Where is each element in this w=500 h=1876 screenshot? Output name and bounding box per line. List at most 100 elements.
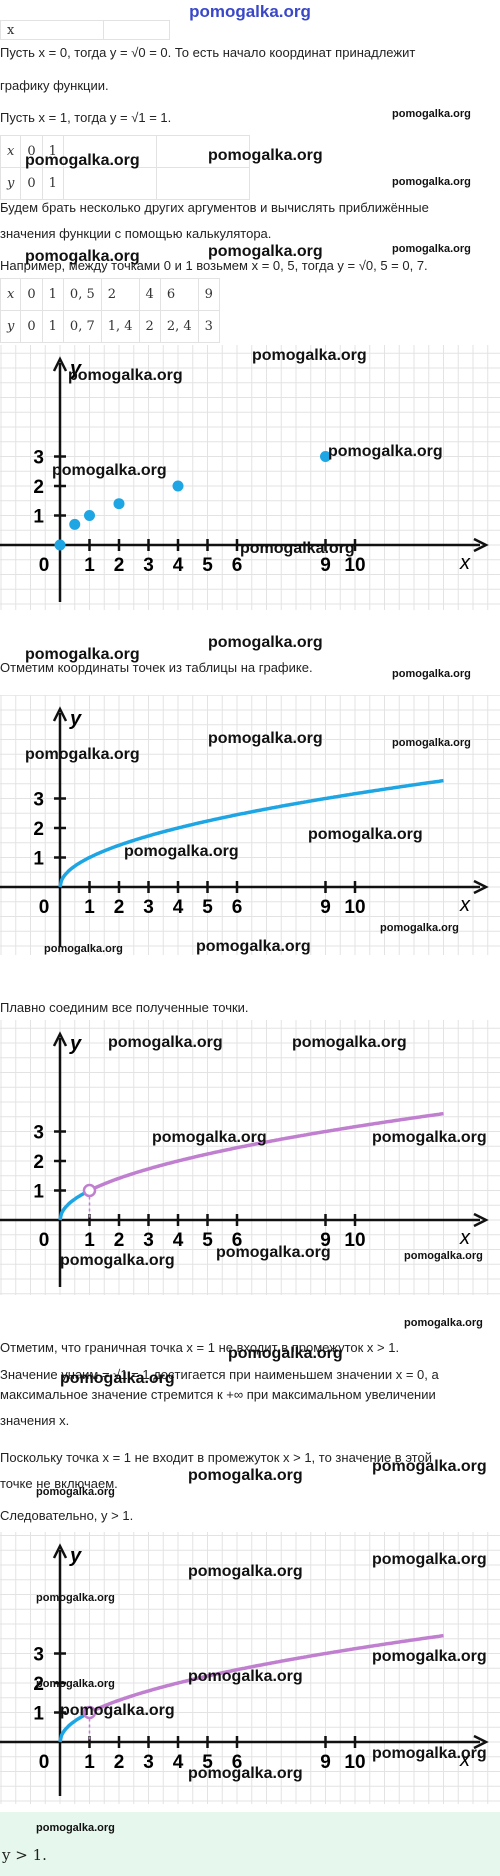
- x-tick-label: 5: [202, 555, 213, 576]
- x-tick-label: 9: [320, 555, 331, 576]
- paragraph-10: Следовательно, y > 1.: [0, 1508, 134, 1523]
- y-tick-label: 3: [33, 448, 44, 469]
- x-tick-label: 4: [173, 897, 184, 918]
- watermark: pomogalka.org: [25, 248, 140, 265]
- x-tick-label: 10: [344, 897, 365, 918]
- y-tick-label: 1: [33, 849, 44, 870]
- watermark: pomogalka.org: [152, 1129, 267, 1146]
- y-axis-arrow: [52, 1543, 68, 1559]
- x-tick-label: 5: [202, 1752, 213, 1773]
- watermark: pomogalka.org: [36, 1822, 115, 1834]
- paragraph-7: Отметим, что граничная точка x = 1 не вх…: [0, 1340, 400, 1355]
- paragraph-1b: графику функции.: [0, 78, 109, 93]
- paragraph-6: Плавно соединим все полученные точки.: [0, 1000, 249, 1015]
- x-tick-label: 0: [39, 1230, 50, 1251]
- watermark: pomogalka.org: [404, 1250, 483, 1262]
- x-tick-label: 2: [114, 897, 125, 918]
- paragraph-1: Пусть x = 0, тогда y = √0 = 0. То есть н…: [0, 45, 416, 60]
- table-row: y 0 1: [0, 167, 250, 200]
- x-tick-label: 4: [173, 1752, 184, 1773]
- watermark: pomogalka.org: [292, 1034, 407, 1051]
- watermark: pomogalka.org: [216, 1244, 331, 1261]
- x-tick-label: 4: [173, 1230, 184, 1251]
- watermark: pomogalka.org: [228, 1345, 343, 1362]
- table-head-cell: x: [0, 135, 22, 168]
- table-row: x 0 1 0, 5 2 4 6 9: [0, 278, 220, 311]
- y-axis-label: y: [69, 708, 82, 730]
- x-axis-label: x: [459, 1227, 471, 1249]
- table-cell: 2: [100, 278, 140, 311]
- x-axis-arrow: [473, 1212, 489, 1228]
- x-tick-label: 0: [39, 1752, 50, 1773]
- x-tick-label: 9: [320, 897, 331, 918]
- y-tick-label: 3: [33, 1645, 44, 1666]
- x-tick-label: 10: [344, 1752, 365, 1773]
- watermark: pomogalka.org: [392, 108, 471, 120]
- watermark: pomogalka.org: [60, 1702, 175, 1719]
- table-cell: 4: [138, 278, 161, 311]
- y-axis-label: y: [69, 358, 82, 380]
- x-tick-label: 5: [202, 1230, 213, 1251]
- watermark: pomogalka.org: [196, 938, 311, 955]
- table-cell: 0: [20, 167, 43, 200]
- watermark: pomogalka.org: [392, 176, 471, 188]
- watermark: pomogalka.org: [52, 462, 167, 479]
- x-tick-label: 5: [202, 897, 213, 918]
- watermark: pomogalka.org: [240, 540, 355, 557]
- watermark: pomogalka.org: [372, 1458, 487, 1475]
- y-tick-label: 2: [33, 477, 44, 498]
- watermark: pomogalka.org: [328, 443, 443, 460]
- y-axis-label: y: [69, 1033, 82, 1055]
- watermark: pomogalka.org: [252, 347, 367, 364]
- data-point: [172, 480, 184, 492]
- table-head-cell: x: [0, 278, 22, 311]
- x-tick-label: 1: [84, 1230, 95, 1251]
- x-tick-label: 6: [232, 1752, 243, 1773]
- paragraph-4: Например, между точками 0 и 1 возьмем x …: [0, 258, 428, 273]
- x-tick-label: 6: [232, 1230, 243, 1251]
- y-tick-label: 2: [33, 1674, 44, 1695]
- table-cell: 3: [197, 310, 220, 343]
- watermark: pomogalka.org: [124, 843, 239, 860]
- paragraph-3b: значения функции с помощью калькулятора.: [0, 226, 272, 241]
- x-tick-label: 6: [232, 897, 243, 918]
- y-tick-label: 1: [33, 507, 44, 528]
- y-axis-label: y: [69, 1545, 82, 1567]
- watermark: pomogalka.org: [188, 1668, 303, 1685]
- watermark: pomogalka.org: [372, 1745, 487, 1762]
- watermark: pomogalka.org: [392, 668, 471, 680]
- y-axis-arrow: [52, 356, 68, 372]
- x-tick-label: 9: [320, 1230, 331, 1251]
- table-cell: 2: [138, 310, 161, 343]
- table-cell: 6: [159, 278, 199, 311]
- answer-text: y > 1.: [2, 1846, 47, 1864]
- data-point: [320, 451, 331, 462]
- x-tick-label: 6: [232, 555, 243, 576]
- data-point: [54, 539, 66, 551]
- watermark: pomogalka.org: [380, 922, 459, 934]
- table-cell: 1: [41, 135, 64, 168]
- x-axis-arrow: [473, 1734, 489, 1750]
- watermark: pomogalka.org: [36, 1592, 115, 1604]
- x-tick-label: 3: [143, 897, 154, 918]
- watermark: pomogalka.org: [36, 1486, 115, 1498]
- table-head-cell: y: [0, 310, 22, 343]
- site-logo[interactable]: pomogalka.org: [189, 2, 311, 21]
- x-tick-label: 3: [143, 555, 154, 576]
- table-cell: 0, 5: [62, 278, 102, 311]
- open-point: [82, 1183, 97, 1198]
- table-cell: 1, 4: [100, 310, 140, 343]
- x-tick-label: 4: [173, 555, 184, 576]
- x-tick-label: 9: [320, 1752, 331, 1773]
- paragraph-8b: максимальное значение стремится к +∞ при…: [0, 1387, 436, 1402]
- x-axis-label: x: [459, 894, 471, 916]
- y-tick-label: 3: [33, 1123, 44, 1144]
- watermark: pomogalka.org: [25, 646, 140, 663]
- y-axis-arrow: [52, 706, 68, 722]
- paragraph-8c: значения x.: [0, 1413, 70, 1428]
- table-1: x 0 1 y 0 1: [0, 135, 250, 200]
- data-point: [69, 518, 81, 530]
